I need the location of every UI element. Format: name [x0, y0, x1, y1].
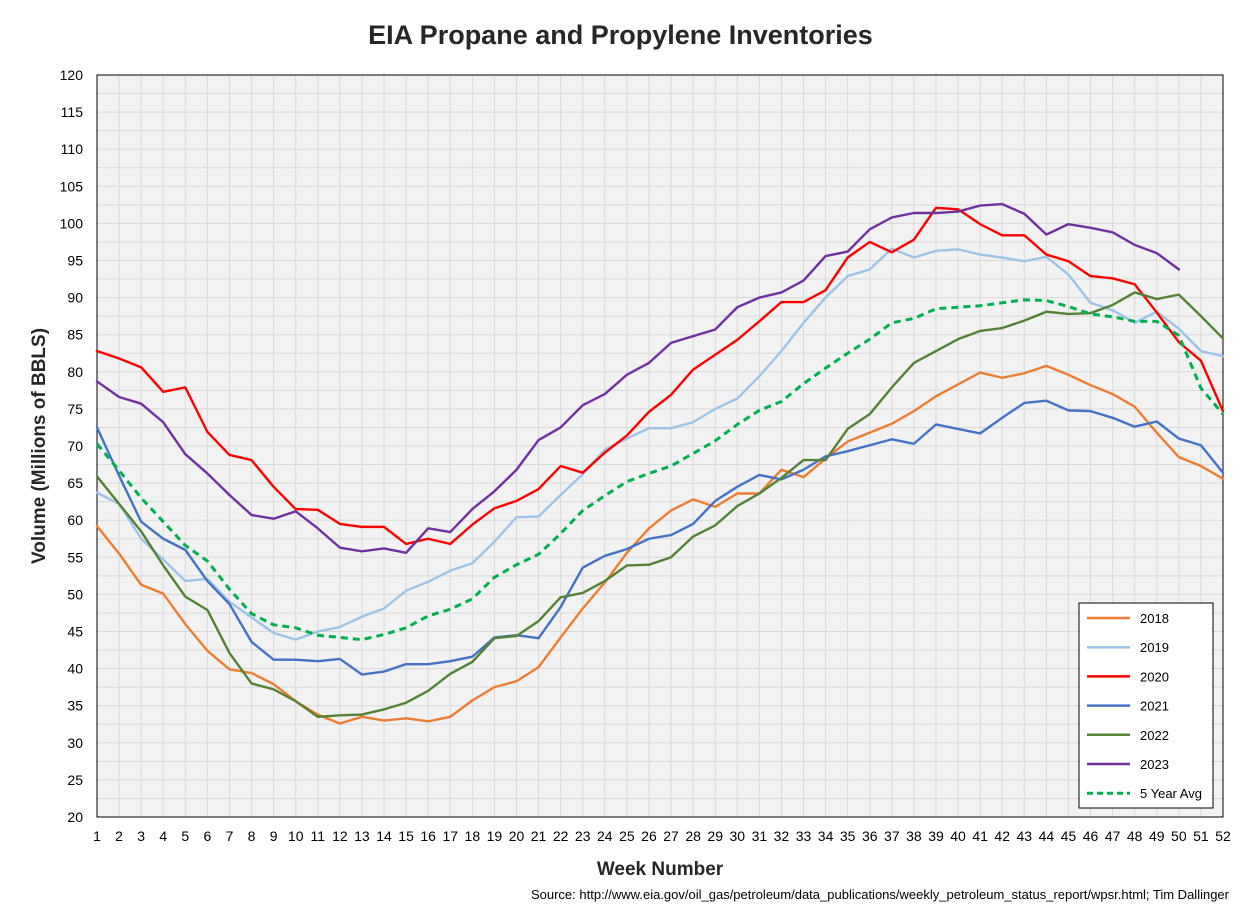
- x-tick-label: 28: [685, 828, 701, 844]
- x-tick-label: 40: [950, 828, 966, 844]
- x-tick-label: 42: [994, 828, 1010, 844]
- x-tick-label: 48: [1127, 828, 1143, 844]
- y-tick-label: 120: [60, 67, 84, 83]
- x-tick-label: 31: [752, 828, 768, 844]
- x-tick-label: 35: [840, 828, 856, 844]
- legend-items: 2018 2019 2020 2021 2022 2023 5 Year Avg: [1087, 611, 1202, 801]
- y-tick-label: 20: [67, 809, 83, 825]
- y-tick-label: 40: [67, 661, 83, 677]
- y-tick-label: 70: [67, 438, 83, 454]
- x-tick-label: 44: [1039, 828, 1055, 844]
- x-tick-label: 45: [1061, 828, 1077, 844]
- x-tick-label: 34: [818, 828, 834, 844]
- x-tick-label: 36: [862, 828, 878, 844]
- source-note: Source: http://www.eia.gov/oil_gas/petro…: [530, 887, 1229, 902]
- legend-label-5-year-avg: 5 Year Avg: [1140, 786, 1202, 801]
- x-tick-label: 3: [137, 828, 145, 844]
- x-tick-label: 4: [159, 828, 167, 844]
- x-tick-label: 23: [575, 828, 591, 844]
- x-tick-label: 15: [398, 828, 414, 844]
- x-tick-label: 18: [465, 828, 481, 844]
- x-tick-label: 13: [354, 828, 370, 844]
- x-tick-label: 9: [270, 828, 278, 844]
- x-tick-label: 10: [288, 828, 304, 844]
- series-line-2020: [95, 206, 1225, 546]
- y-axis-label: Volume (Millions of BBLS): [29, 328, 50, 564]
- y-axis-ticks: 20 25 30 35 40 45 50 55 60 65 70 75 80 85 90 95 100 105 11…: [60, 67, 84, 825]
- x-tick-label: 12: [332, 828, 348, 844]
- y-tick-label: 35: [67, 698, 83, 714]
- x-tick-label: 26: [641, 828, 657, 844]
- series-line-2018: [95, 364, 1225, 725]
- y-tick-label: 50: [67, 586, 83, 602]
- y-tick-label: 30: [67, 735, 83, 751]
- x-tick-label: 37: [884, 828, 900, 844]
- x-tick-label: 17: [442, 828, 458, 844]
- x-tick-label: 43: [1017, 828, 1033, 844]
- x-tick-label: 11: [311, 828, 326, 844]
- x-tick-label: 29: [707, 828, 723, 844]
- series-line-5-year-avg: [95, 298, 1225, 642]
- x-tick-label: 47: [1105, 828, 1121, 844]
- x-tick-label: 39: [928, 828, 944, 844]
- series-lines: [95, 202, 1225, 725]
- y-tick-label: 100: [60, 215, 84, 231]
- x-tick-label: 32: [774, 828, 790, 844]
- x-tick-label: 25: [619, 828, 635, 844]
- x-tick-label: 30: [729, 828, 745, 844]
- y-tick-label: 60: [67, 512, 83, 528]
- legend-label-2018: 2018: [1140, 611, 1169, 626]
- x-tick-label: 5: [181, 828, 189, 844]
- grid-lines: [96, 74, 1224, 818]
- legend-label-2019: 2019: [1140, 640, 1169, 655]
- x-tick-label: 33: [796, 828, 812, 844]
- y-tick-label: 80: [67, 364, 83, 380]
- x-tick-label: 14: [376, 828, 392, 844]
- legend-label-2021: 2021: [1140, 699, 1169, 714]
- x-tick-label: 6: [203, 828, 211, 844]
- x-tick-label: 19: [487, 828, 503, 844]
- series-line-2021: [95, 399, 1225, 676]
- x-tick-label: 49: [1149, 828, 1165, 844]
- x-tick-label: 41: [972, 828, 988, 844]
- y-tick-label: 65: [67, 475, 83, 491]
- x-tick-label: 27: [663, 828, 679, 844]
- y-tick-label: 115: [61, 104, 84, 120]
- x-tick-label: 52: [1215, 828, 1231, 844]
- y-tick-label: 55: [67, 549, 83, 565]
- series-line-2019: [95, 247, 1225, 641]
- x-tick-label: 21: [531, 828, 547, 844]
- x-tick-label: 20: [509, 828, 525, 844]
- y-tick-label: 105: [60, 178, 84, 194]
- x-tick-label: 46: [1083, 828, 1099, 844]
- x-tick-label: 50: [1171, 828, 1187, 844]
- x-axis-ticks: 1 2 3 4 5 6 7 8 9 10 11 12 13 14 15 16 17 18 19 20 21 22 23 24 2…: [93, 828, 1231, 844]
- x-tick-label: 8: [248, 828, 256, 844]
- x-tick-label: 38: [906, 828, 922, 844]
- legend-label-2023: 2023: [1140, 757, 1169, 772]
- y-tick-label: 25: [67, 772, 83, 788]
- series-line-2022: [95, 291, 1225, 719]
- y-tick-label: 90: [67, 290, 83, 306]
- chart-title: EIA Propane and Propylene Inventories: [368, 20, 873, 50]
- x-tick-label: 7: [226, 828, 234, 844]
- legend-label-2022: 2022: [1140, 728, 1169, 743]
- x-tick-label: 51: [1193, 828, 1209, 844]
- y-tick-label: 95: [67, 253, 83, 269]
- x-tick-label: 16: [420, 828, 436, 844]
- y-tick-label: 85: [67, 327, 83, 343]
- legend: 2018 2019 2020 2021 2022 2023 5 Year Avg: [1078, 602, 1214, 809]
- x-axis-label: Week Number: [597, 859, 724, 880]
- legend-label-2020: 2020: [1140, 669, 1169, 684]
- x-tick-label: 22: [553, 828, 569, 844]
- y-tick-label: 75: [67, 401, 83, 417]
- x-tick-label: 2: [115, 828, 123, 844]
- y-tick-label: 110: [61, 141, 84, 157]
- y-tick-label: 45: [67, 624, 83, 640]
- x-tick-label: 1: [93, 828, 101, 844]
- x-tick-label: 24: [597, 828, 613, 844]
- series-line-2023: [95, 202, 1181, 555]
